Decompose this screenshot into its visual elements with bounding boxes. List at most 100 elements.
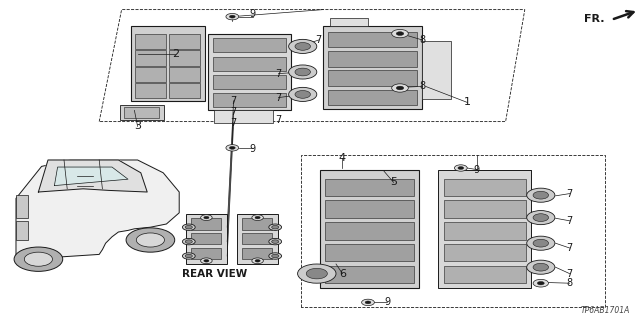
Circle shape xyxy=(538,282,544,285)
Circle shape xyxy=(396,32,404,36)
Circle shape xyxy=(186,254,192,258)
Circle shape xyxy=(527,260,555,274)
Circle shape xyxy=(269,224,282,230)
Bar xyxy=(213,38,286,52)
Bar xyxy=(135,83,166,98)
Bar xyxy=(169,83,200,98)
Circle shape xyxy=(527,236,555,250)
Text: 9: 9 xyxy=(250,9,256,20)
Text: 7: 7 xyxy=(230,107,237,117)
Circle shape xyxy=(533,263,548,271)
Text: 1: 1 xyxy=(464,97,470,108)
Bar xyxy=(323,26,422,109)
Text: 7: 7 xyxy=(566,268,573,279)
Text: 8: 8 xyxy=(566,278,573,288)
Circle shape xyxy=(295,43,310,50)
Circle shape xyxy=(392,84,408,92)
Bar xyxy=(213,93,286,107)
Circle shape xyxy=(533,214,548,221)
Text: 9: 9 xyxy=(250,144,256,154)
Text: 7: 7 xyxy=(275,68,282,79)
Circle shape xyxy=(527,188,555,202)
Circle shape xyxy=(24,252,52,266)
Bar xyxy=(325,179,414,196)
Text: 4: 4 xyxy=(339,153,346,164)
Bar xyxy=(191,248,221,259)
Bar xyxy=(438,170,531,288)
Bar xyxy=(444,200,526,218)
Bar xyxy=(237,214,278,264)
Bar xyxy=(16,221,28,240)
Circle shape xyxy=(527,211,555,225)
Circle shape xyxy=(533,191,548,199)
Circle shape xyxy=(298,264,336,283)
Circle shape xyxy=(307,268,328,279)
Bar xyxy=(325,244,414,261)
Bar xyxy=(328,90,417,105)
Bar xyxy=(328,51,417,67)
Text: 6: 6 xyxy=(339,268,346,279)
Text: 7: 7 xyxy=(275,115,282,125)
Circle shape xyxy=(533,279,548,287)
Bar xyxy=(131,26,205,101)
Text: 7: 7 xyxy=(230,96,237,106)
Text: 8: 8 xyxy=(419,81,426,92)
Bar xyxy=(214,110,273,123)
Bar xyxy=(135,34,166,49)
Circle shape xyxy=(226,13,239,20)
Circle shape xyxy=(252,215,264,220)
Circle shape xyxy=(182,253,195,259)
Text: 7: 7 xyxy=(566,243,573,253)
Text: 3: 3 xyxy=(134,121,141,132)
Text: 7: 7 xyxy=(275,92,282,103)
Text: 7: 7 xyxy=(566,216,573,226)
Bar xyxy=(328,70,417,86)
Text: TP6AB1701A: TP6AB1701A xyxy=(581,306,630,315)
Bar xyxy=(328,32,417,47)
Text: 7: 7 xyxy=(230,118,237,128)
Circle shape xyxy=(230,147,236,149)
Bar xyxy=(169,67,200,82)
Polygon shape xyxy=(54,167,128,186)
Bar xyxy=(242,248,272,259)
Polygon shape xyxy=(16,160,179,259)
Circle shape xyxy=(454,165,467,171)
Text: REAR VIEW: REAR VIEW xyxy=(182,268,247,279)
Text: 9: 9 xyxy=(384,297,390,308)
Circle shape xyxy=(14,247,63,271)
Bar xyxy=(242,233,272,244)
Bar xyxy=(213,75,286,89)
Bar xyxy=(325,266,414,283)
Circle shape xyxy=(533,239,548,247)
Circle shape xyxy=(289,65,317,79)
Circle shape xyxy=(272,254,279,258)
Bar xyxy=(444,266,526,283)
Circle shape xyxy=(182,238,195,245)
Circle shape xyxy=(186,240,192,244)
Circle shape xyxy=(230,15,236,18)
Text: 7: 7 xyxy=(316,35,322,45)
Circle shape xyxy=(255,260,260,262)
Circle shape xyxy=(295,68,310,76)
Circle shape xyxy=(269,253,282,259)
Bar xyxy=(135,67,166,82)
Bar xyxy=(325,200,414,218)
Circle shape xyxy=(396,86,404,90)
Circle shape xyxy=(365,301,371,304)
Circle shape xyxy=(295,91,310,98)
Circle shape xyxy=(204,216,209,219)
Circle shape xyxy=(269,238,282,245)
Bar xyxy=(191,233,221,244)
Bar xyxy=(124,107,159,118)
Circle shape xyxy=(272,240,279,244)
Circle shape xyxy=(201,258,212,264)
Text: 9: 9 xyxy=(474,164,480,175)
Bar xyxy=(213,57,286,71)
Circle shape xyxy=(204,260,209,262)
Bar xyxy=(135,50,166,66)
Circle shape xyxy=(182,224,195,230)
Circle shape xyxy=(272,225,279,229)
Bar xyxy=(186,214,227,264)
Circle shape xyxy=(201,215,212,220)
Circle shape xyxy=(362,299,374,306)
